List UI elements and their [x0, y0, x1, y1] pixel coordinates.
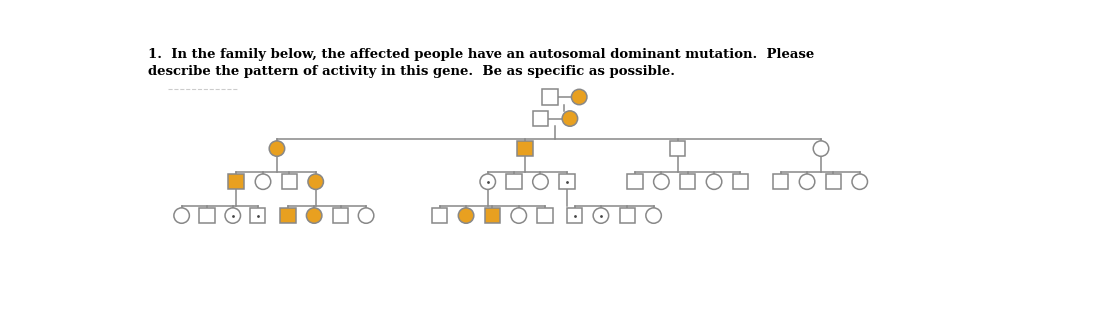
Text: describe the pattern of activity in this gene.  Be as specific as possible.: describe the pattern of activity in this…	[148, 65, 675, 77]
Ellipse shape	[512, 208, 526, 223]
Ellipse shape	[225, 208, 240, 223]
Ellipse shape	[572, 89, 587, 105]
Bar	[281, 174, 297, 189]
Ellipse shape	[852, 174, 867, 189]
Ellipse shape	[533, 174, 548, 189]
Bar	[825, 174, 841, 189]
Bar	[506, 174, 522, 189]
Ellipse shape	[458, 208, 474, 223]
Ellipse shape	[480, 174, 496, 189]
Bar	[679, 174, 695, 189]
Ellipse shape	[654, 174, 669, 189]
Bar	[542, 89, 557, 105]
Ellipse shape	[706, 174, 722, 189]
Ellipse shape	[593, 208, 608, 223]
Bar	[567, 208, 583, 223]
Ellipse shape	[256, 174, 270, 189]
Ellipse shape	[307, 208, 321, 223]
Text: 1.  In the family below, the affected people have an autosomal dominant mutation: 1. In the family below, the affected peo…	[148, 48, 815, 61]
Bar	[228, 174, 244, 189]
Bar	[773, 174, 788, 189]
Bar	[669, 141, 685, 156]
Bar	[559, 174, 575, 189]
Ellipse shape	[813, 141, 828, 156]
Ellipse shape	[358, 208, 374, 223]
Ellipse shape	[173, 208, 189, 223]
Ellipse shape	[269, 141, 285, 156]
Ellipse shape	[308, 174, 324, 189]
Ellipse shape	[800, 174, 815, 189]
Bar	[533, 111, 548, 126]
Ellipse shape	[646, 208, 662, 223]
Bar	[199, 208, 215, 223]
Bar	[332, 208, 348, 223]
Bar	[250, 208, 266, 223]
Ellipse shape	[563, 111, 577, 126]
Bar	[485, 208, 500, 223]
Bar	[280, 208, 296, 223]
Bar	[733, 174, 748, 189]
Bar	[517, 141, 533, 156]
Bar	[431, 208, 447, 223]
Bar	[627, 174, 643, 189]
Bar	[619, 208, 635, 223]
Bar	[537, 208, 553, 223]
